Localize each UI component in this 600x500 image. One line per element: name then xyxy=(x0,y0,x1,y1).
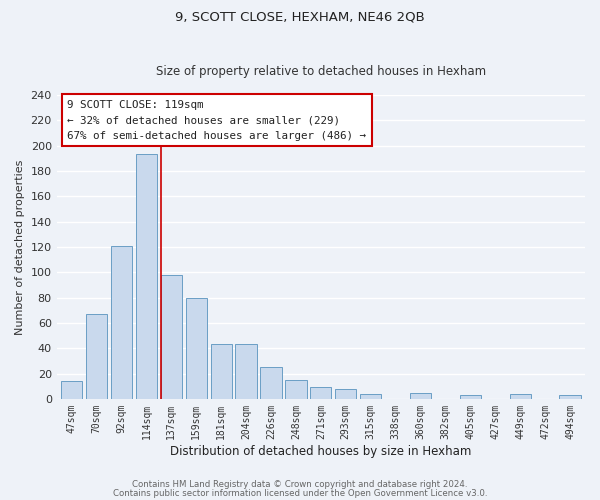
Bar xyxy=(211,344,232,399)
Text: 9, SCOTT CLOSE, HEXHAM, NE46 2QB: 9, SCOTT CLOSE, HEXHAM, NE46 2QB xyxy=(175,10,425,23)
Bar xyxy=(136,154,157,399)
Title: Size of property relative to detached houses in Hexham: Size of property relative to detached ho… xyxy=(156,66,486,78)
Bar xyxy=(61,381,82,399)
Bar xyxy=(559,395,581,399)
Text: Contains public sector information licensed under the Open Government Licence v3: Contains public sector information licen… xyxy=(113,488,487,498)
Bar xyxy=(360,394,381,399)
Bar xyxy=(335,388,356,399)
Bar xyxy=(286,380,307,399)
Bar xyxy=(161,274,182,399)
Bar xyxy=(509,394,531,399)
Bar xyxy=(235,344,257,399)
Text: Contains HM Land Registry data © Crown copyright and database right 2024.: Contains HM Land Registry data © Crown c… xyxy=(132,480,468,489)
Bar xyxy=(410,392,431,399)
Bar xyxy=(185,298,207,399)
Bar xyxy=(260,367,281,399)
X-axis label: Distribution of detached houses by size in Hexham: Distribution of detached houses by size … xyxy=(170,444,472,458)
Text: 9 SCOTT CLOSE: 119sqm
← 32% of detached houses are smaller (229)
67% of semi-det: 9 SCOTT CLOSE: 119sqm ← 32% of detached … xyxy=(67,100,366,140)
Bar xyxy=(460,395,481,399)
Bar xyxy=(86,314,107,399)
Bar xyxy=(111,246,132,399)
Y-axis label: Number of detached properties: Number of detached properties xyxy=(15,159,25,334)
Bar xyxy=(310,388,331,399)
